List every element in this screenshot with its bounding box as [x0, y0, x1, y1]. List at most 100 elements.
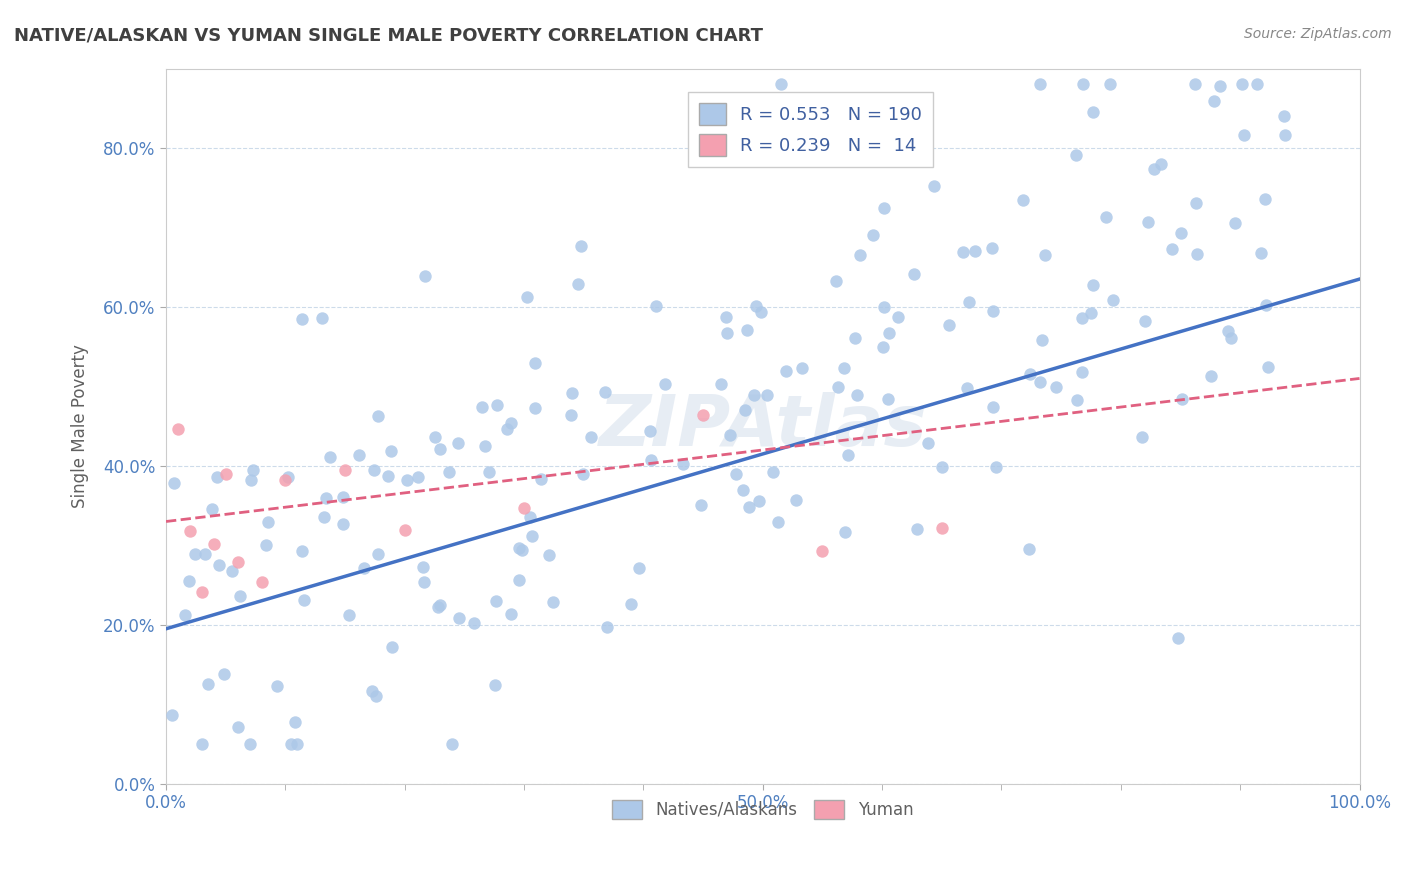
Point: [640, 453, 662, 467]
Point: [1094, 211, 1116, 225]
Point: [162, 707, 184, 722]
Point: [215, 467, 238, 481]
Point: [1133, 314, 1156, 328]
Point: [844, 331, 866, 345]
Point: [522, 529, 544, 543]
Point: [981, 401, 1004, 415]
Point: [714, 310, 737, 324]
Point: [250, 575, 273, 590]
Point: [284, 715, 307, 730]
Point: [886, 310, 908, 324]
Point: [381, 640, 404, 655]
Point: [876, 392, 898, 406]
Point: [1070, 310, 1092, 325]
Point: [333, 463, 356, 477]
Point: [266, 679, 288, 693]
Point: [226, 555, 249, 569]
Point: [596, 620, 619, 634]
Point: [363, 463, 385, 477]
Point: [811, 544, 834, 558]
Point: [846, 388, 869, 402]
Point: [353, 560, 375, 574]
Point: [770, 78, 793, 92]
Point: [766, 515, 789, 529]
Point: [1033, 248, 1056, 262]
Point: [1170, 226, 1192, 240]
Point: [731, 483, 754, 498]
Point: [984, 459, 1007, 474]
Point: [364, 689, 387, 703]
Point: [501, 416, 523, 430]
Point: [1143, 161, 1166, 176]
Point: [1031, 333, 1053, 347]
Point: [579, 430, 602, 444]
Point: [537, 549, 560, 563]
Point: [425, 429, 447, 443]
Point: [792, 361, 814, 376]
Point: [478, 466, 501, 480]
Point: [226, 720, 249, 734]
Point: [463, 616, 485, 631]
Point: [832, 361, 855, 376]
Point: [903, 268, 925, 282]
Point: [406, 470, 429, 484]
Point: [785, 492, 807, 507]
Point: [744, 299, 766, 313]
Point: [367, 547, 389, 561]
Point: [167, 422, 190, 436]
Point: [738, 500, 761, 515]
Point: [484, 678, 506, 692]
Point: [1029, 78, 1052, 92]
Point: [413, 575, 436, 590]
Point: [191, 585, 214, 599]
Point: [394, 524, 416, 538]
Point: [319, 450, 342, 464]
Point: [1199, 369, 1222, 384]
Point: [931, 459, 953, 474]
Point: [337, 608, 360, 623]
Point: [1274, 128, 1296, 143]
Point: [523, 356, 546, 370]
Point: [957, 294, 980, 309]
Point: [349, 448, 371, 462]
Point: [377, 469, 399, 483]
Point: [201, 502, 224, 516]
Point: [426, 600, 449, 615]
Point: [437, 466, 460, 480]
Point: [827, 379, 849, 393]
Point: [561, 386, 583, 401]
Point: [184, 547, 207, 561]
Point: [1130, 429, 1153, 443]
Point: [692, 408, 714, 422]
Point: [917, 436, 939, 450]
Point: [672, 457, 695, 471]
Point: [429, 442, 451, 456]
Point: [710, 376, 733, 391]
Point: [952, 245, 974, 260]
Point: [981, 303, 1004, 318]
Point: [640, 424, 662, 438]
Point: [560, 408, 582, 422]
Text: Source: ZipAtlas.com: Source: ZipAtlas.com: [1244, 27, 1392, 41]
Point: [1066, 392, 1088, 407]
Point: [519, 509, 541, 524]
Point: [1254, 193, 1277, 207]
Point: [202, 536, 225, 550]
Point: [1209, 78, 1232, 93]
Point: [512, 543, 534, 558]
Point: [1220, 331, 1243, 345]
Point: [194, 547, 217, 561]
Point: [332, 517, 354, 532]
Point: [214, 666, 236, 681]
Point: [367, 409, 389, 423]
Point: [197, 676, 219, 690]
Point: [1102, 293, 1125, 308]
Point: [508, 541, 530, 555]
Point: [1223, 216, 1246, 230]
Point: [922, 179, 945, 194]
Text: ZIPAtlas: ZIPAtlas: [599, 392, 927, 460]
Point: [1137, 215, 1160, 229]
Point: [938, 318, 960, 332]
Text: NATIVE/ALASKAN VS YUMAN SINGLE MALE POVERTY CORRELATION CHART: NATIVE/ALASKAN VS YUMAN SINGLE MALE POVE…: [14, 27, 763, 45]
Y-axis label: Single Male Poverty: Single Male Poverty: [72, 344, 89, 508]
